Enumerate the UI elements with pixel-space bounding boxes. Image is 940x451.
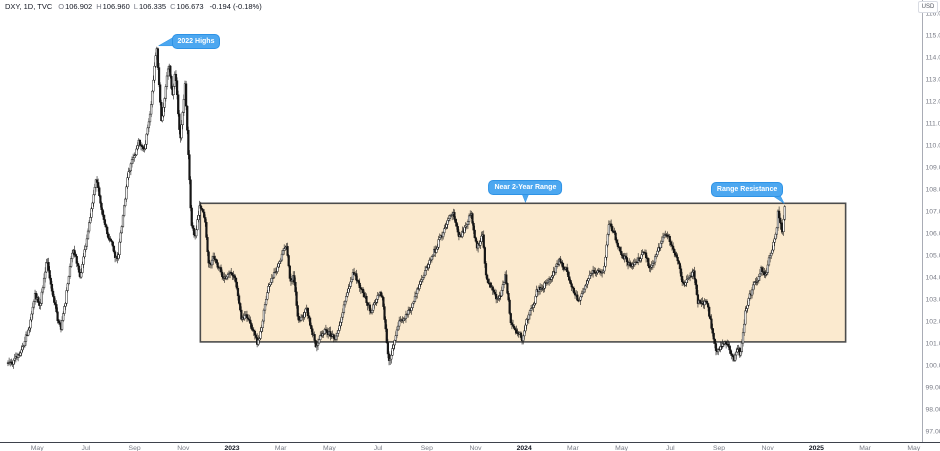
change-value: -0.194 (-0.18%): [209, 2, 262, 11]
x-axis-label: 2025: [809, 445, 824, 451]
x-axis-label: Mar: [859, 445, 871, 451]
close-label: C: [170, 2, 176, 11]
x-axis-label: Mar: [567, 445, 579, 451]
y-axis-label: 98.000: [926, 406, 940, 413]
symbol-legend[interactable]: DXY, 1D, TVC O106.902 H106.960 L106.335 …: [5, 2, 262, 11]
x-axis-label: May: [615, 445, 628, 451]
x-axis-label: Sep: [713, 445, 725, 451]
y-axis-label: 108.000: [926, 186, 940, 193]
y-axis-label: 106.000: [926, 230, 940, 237]
x-axis-label: Sep: [421, 445, 433, 451]
x-axis-label: Nov: [177, 445, 190, 451]
y-axis-label: 111.000: [926, 120, 940, 127]
low-group: L106.335: [134, 2, 166, 11]
open-label: O: [58, 2, 65, 11]
currency-badge: USD: [918, 1, 938, 13]
x-axis-label: May: [323, 445, 336, 451]
x-axis-label: Nov: [469, 445, 482, 451]
x-axis-label: 2023: [224, 445, 239, 451]
low-label: L: [133, 2, 138, 11]
y-axis-label: 103.000: [926, 296, 940, 303]
axis-labels: 116.000 115.000 114.000 113.000 112.000 111.0…: [31, 10, 940, 451]
low-value: 106.335: [138, 2, 167, 11]
y-axis-label: 115.000: [926, 32, 940, 39]
callout-tails: [157, 37, 785, 205]
close-group: C106.673: [170, 2, 204, 11]
high-value: 106.960: [102, 2, 130, 11]
y-axis-label: 101.000: [926, 340, 940, 347]
range-box-drawing[interactable]: [199, 202, 847, 343]
high-group: H106.960: [96, 2, 130, 11]
symbol-title: DXY, 1D, TVC: [5, 2, 53, 11]
x-axis-label: May: [907, 445, 920, 451]
x-axis-label: Mar: [275, 445, 287, 451]
y-axis-label: 109.000: [926, 164, 940, 171]
x-axis-label: Jul: [82, 445, 91, 451]
y-axis-label: 102.000: [926, 318, 940, 325]
annotation-2022-highs[interactable]: 2022 Highs: [171, 33, 221, 49]
time-axis[interactable]: [0, 442, 940, 451]
price-axis[interactable]: [922, 0, 940, 442]
annotation-near-2-year-range[interactable]: Near 2-Year Range: [488, 180, 563, 196]
x-axis-label: 2024: [517, 445, 532, 451]
y-axis-label: 104.000: [926, 274, 940, 281]
high-label: H: [96, 2, 102, 11]
y-axis-label: 100.000: [926, 362, 940, 369]
x-axis-label: Nov: [762, 445, 775, 451]
y-axis-label: 113.000: [926, 76, 940, 83]
annotation-range-resistance[interactable]: Range Resistance: [710, 181, 784, 197]
x-axis-label: Jul: [374, 445, 383, 451]
candlestick-series: [6, 46, 786, 369]
y-axis-label: 112.000: [926, 98, 940, 105]
y-axis-label: 110.000: [926, 142, 940, 149]
y-axis-label: 107.000: [926, 208, 940, 215]
y-axis-label: 97.000: [926, 428, 940, 435]
x-axis-label: Jul: [666, 445, 675, 451]
y-axis-label: 99.000: [926, 384, 940, 391]
y-axis-label: 116.000: [926, 10, 940, 17]
x-axis-label: May: [31, 445, 44, 451]
x-axis-label: Sep: [129, 445, 141, 451]
open-group: O106.902: [58, 2, 92, 11]
y-axis-label: 105.000: [926, 252, 940, 259]
close-value: 106.673: [176, 2, 204, 11]
open-value: 106.902: [65, 2, 93, 11]
y-axis-label: 114.000: [926, 54, 940, 61]
